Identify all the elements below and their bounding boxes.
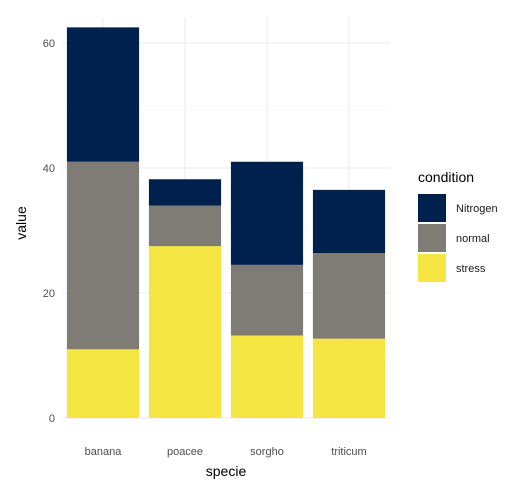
bar-triticum-nitrogen — [312, 189, 386, 253]
bar-triticum-normal — [312, 253, 386, 339]
bar-triticum-stress — [312, 338, 386, 418]
x-tick-label: triticum — [331, 446, 366, 458]
bar-sorgho-normal — [230, 264, 304, 336]
legend-swatch-nitrogen — [418, 194, 446, 222]
legend-label-stress: stress — [456, 263, 486, 275]
legend: condition Nitrogen normal stress — [418, 169, 498, 282]
x-axis-title: specie — [206, 463, 247, 479]
x-tick-label: sorgho — [250, 446, 284, 458]
legend-title: condition — [418, 169, 474, 185]
bar-poacee-normal — [148, 205, 222, 247]
y-axis-title: value — [13, 206, 29, 240]
y-tick-label: 0 — [49, 413, 55, 425]
y-tick-label: 40 — [43, 163, 55, 175]
x-tick-label: poacee — [167, 446, 203, 458]
bar-banana-nitrogen — [66, 27, 140, 162]
bar-banana-normal — [66, 161, 140, 350]
legend-label-normal: normal — [456, 233, 490, 245]
legend-label-nitrogen: Nitrogen — [456, 203, 498, 215]
bars — [66, 27, 386, 418]
y-tick-label: 60 — [43, 38, 55, 50]
legend-swatch-normal — [418, 224, 446, 252]
x-axis: banana poacee sorgho triticum — [85, 446, 367, 458]
y-axis: 0 20 40 60 — [43, 38, 55, 425]
x-tick-label: banana — [85, 446, 123, 458]
bar-banana-stress — [66, 349, 140, 418]
bar-poacee-nitrogen — [148, 179, 222, 206]
bar-sorgho-stress — [230, 335, 304, 418]
bar-poacee-stress — [148, 246, 222, 418]
bar-sorgho-nitrogen — [230, 161, 304, 265]
legend-swatch-stress — [418, 254, 446, 282]
y-tick-label: 20 — [43, 288, 55, 300]
